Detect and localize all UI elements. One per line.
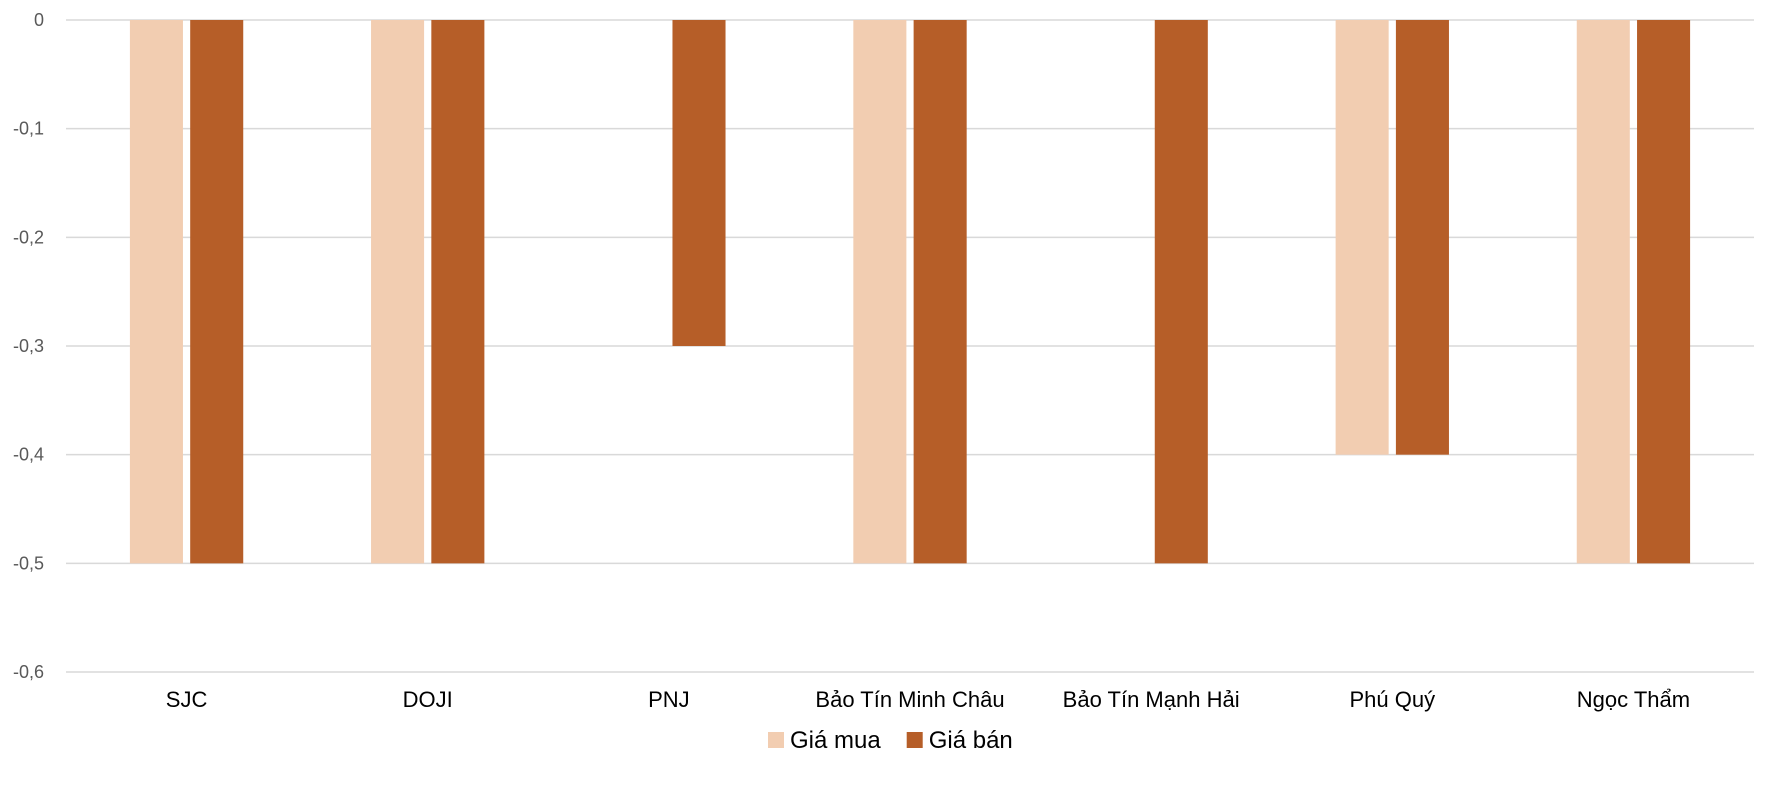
bar: [1637, 20, 1691, 564]
bar: [1395, 20, 1449, 455]
y-tick-label: -0,1: [13, 119, 44, 139]
bars: [129, 20, 1691, 564]
legend-swatch: [768, 732, 784, 748]
bar: [371, 20, 425, 564]
bar: [1154, 20, 1208, 564]
gridlines: [66, 19, 1754, 673]
category-label: Bảo Tín Mạnh Hải: [1063, 687, 1240, 712]
legend-swatch: [906, 732, 923, 748]
y-tick-label: -0,4: [13, 445, 44, 465]
y-tick-label: 0: [34, 10, 44, 30]
bar: [853, 20, 907, 564]
category-label: Ngọc Thẩm: [1577, 687, 1690, 712]
bar: [431, 20, 485, 564]
category-label: PNJ: [648, 687, 690, 712]
category-label: Phú Quý: [1349, 687, 1435, 712]
legend-label: Giá mua: [790, 727, 881, 754]
x-axis-categories: SJC DOJI PNJ Bảo Tín Minh Châu Bảo Tín Mạnh …: [166, 687, 1690, 712]
y-tick-label: -0,5: [13, 553, 44, 573]
bar: [672, 20, 726, 346]
legend-label: Giá bán: [929, 727, 1013, 754]
bar: [190, 20, 244, 564]
bar: [1335, 20, 1389, 455]
y-tick-label: -0,2: [13, 227, 44, 247]
category-label: DOJI: [403, 687, 453, 712]
category-label: SJC: [166, 687, 208, 712]
y-axis-ticks: 0 -0,1 -0,2 -0,3 -0,4 -0,5 -0,6: [13, 10, 44, 682]
bar: [913, 20, 967, 564]
y-tick-label: -0,3: [13, 336, 44, 356]
legend: Giá mua Giá bán: [768, 727, 1013, 754]
y-tick-label: -0,6: [13, 662, 44, 682]
category-label: Bảo Tín Minh Châu: [815, 687, 1004, 712]
bar: [129, 20, 183, 564]
bar: [1576, 20, 1630, 564]
